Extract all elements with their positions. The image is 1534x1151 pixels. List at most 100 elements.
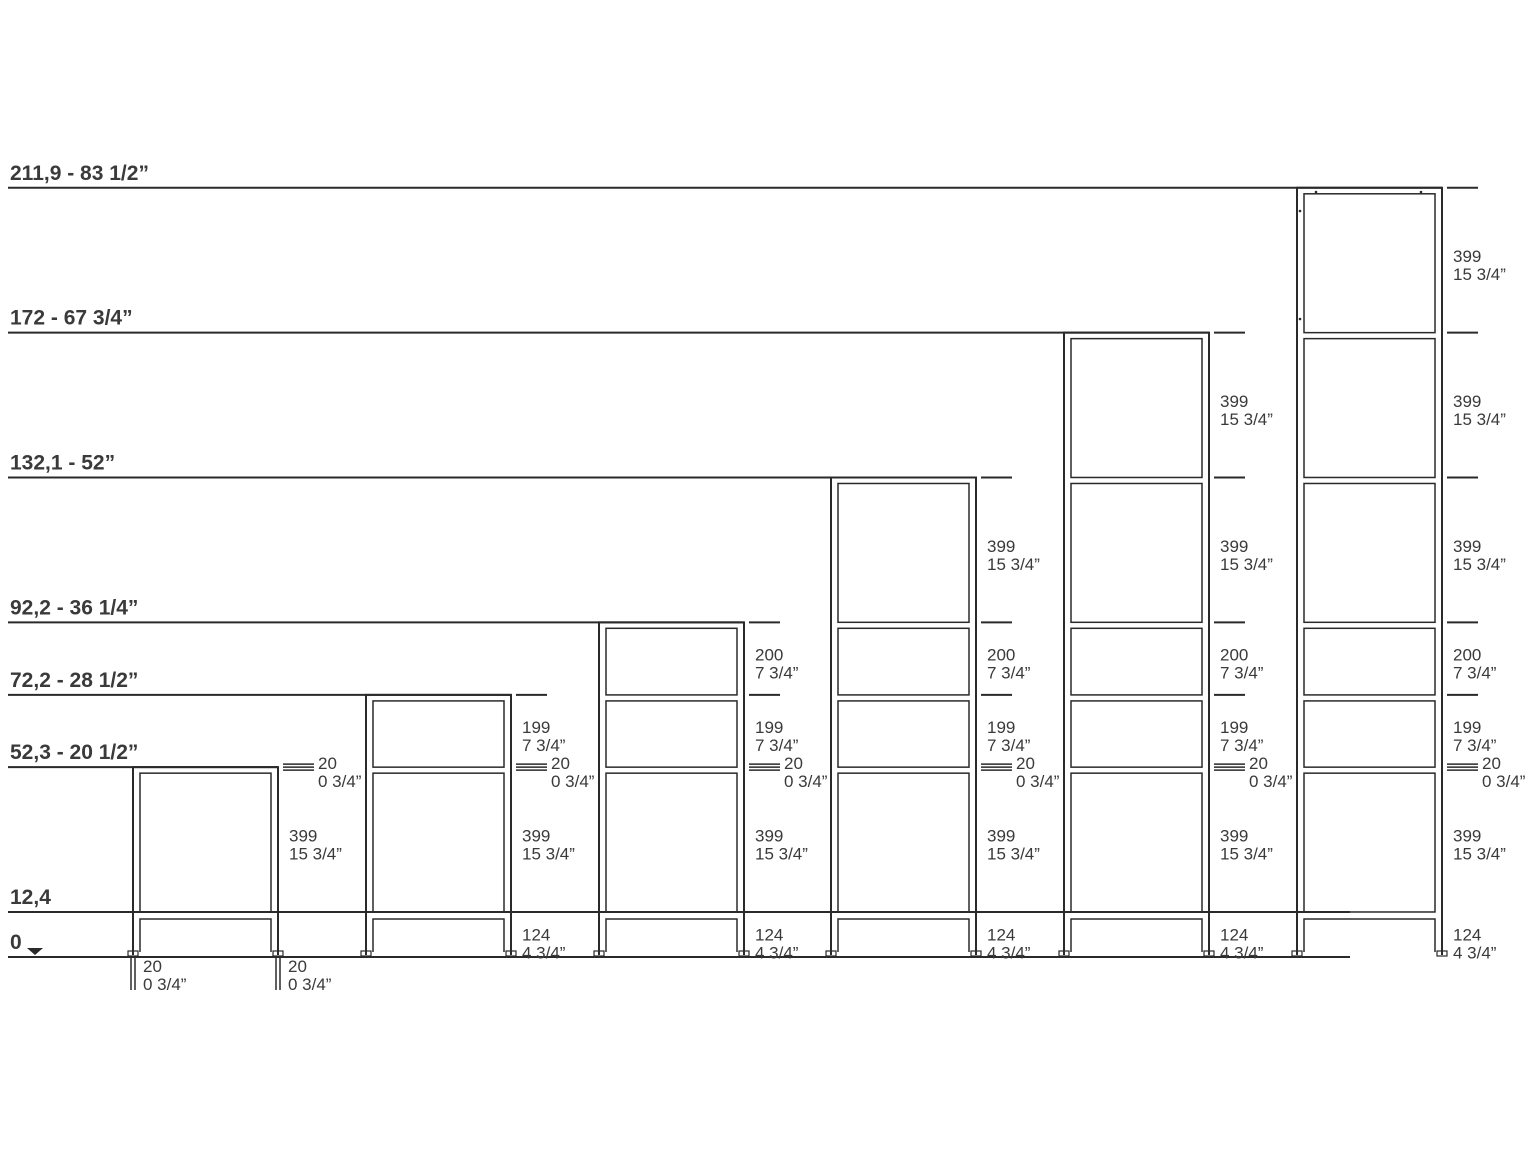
leveling-foot [1203,950,1215,957]
dimension-s199-mm: 199 [1453,718,1481,737]
level-label: 0 [10,931,22,954]
dimension-bar-mm: 20 [1249,754,1268,773]
unit-frame [1063,331,1210,955]
compartment [605,700,738,768]
dimension-s199-mm: 199 [1220,718,1248,737]
unit-frame [830,476,977,955]
compartment [1070,337,1203,479]
dimension-s200-mm: 200 [1453,646,1481,665]
leveling-foot [593,950,605,957]
screw-dot [1419,190,1423,194]
dimension-s199-in: 7 3/4” [1220,736,1264,755]
shelf-unit [1291,186,1448,957]
level-label: 172 - 67 3/4” [10,307,133,330]
dimension-s399-mm: 399 [1453,392,1481,411]
dimension-s200-mm: 200 [755,646,783,665]
dimension-s399-mm: 399 [1220,392,1248,411]
level-label: 211,9 - 83 1/2” [10,162,149,185]
dimension-s200-in: 7 3/4” [987,664,1031,683]
dimension-bar-in: 0 3/4” [784,772,828,791]
leveling-foot [1436,950,1448,957]
dimension-s200-in: 7 3/4” [1453,664,1497,683]
base-rail [1303,918,1436,952]
dimension-s199-mm: 199 [522,718,550,737]
leveling-foot [738,950,750,957]
level-label: 132,1 - 52” [10,451,115,474]
dimension-base-in: 4 3/4” [1220,943,1264,962]
dimension-bar-in: 0 3/4” [551,772,595,791]
compartment [1070,482,1203,624]
compartment [1303,700,1436,768]
dimension-s399-in: 15 3/4” [987,845,1040,864]
dimension-bar-mm: 20 [784,754,803,773]
dimension-bar-mm: 20 [1482,754,1501,773]
base-rail [372,918,505,952]
base-rail [1070,918,1203,952]
dimension-bar-in: 0 3/4” [1249,772,1293,791]
triangle-down-icon [27,948,43,955]
dimension-s399-mm: 399 [755,827,783,846]
dimension-s399-in: 15 3/4” [1453,555,1506,574]
compartment [1303,193,1436,334]
dimension-leg-in: 0 3/4” [143,975,187,994]
unit-frame [132,766,279,955]
dimension-s399-mm: 399 [1220,827,1248,846]
base-rail [605,918,738,952]
leveling-foot [360,950,372,957]
dimension-base-in: 4 3/4” [987,943,1031,962]
dimension-base-in: 4 3/4” [755,943,799,962]
compartment [605,772,738,913]
base-rail [139,918,272,952]
leveling-foot [825,950,837,957]
unit-frame [365,693,512,955]
level-label: 72,2 - 28 1/2” [10,669,138,692]
compartment [1070,627,1203,696]
dimension-s399-in: 15 3/4” [522,845,575,864]
base-rail [837,918,970,952]
leveling-foot [970,950,982,957]
dimension-s399-mm: 399 [987,537,1015,556]
compartment [1070,700,1203,768]
dimension-bar-in: 0 3/4” [1016,772,1060,791]
unit-frame [1296,186,1443,955]
compartment [837,482,970,624]
leveling-foot [272,950,284,957]
dimension-base-mm: 124 [987,925,1015,944]
dimension-s200-in: 7 3/4” [755,664,799,683]
dimension-s199-in: 7 3/4” [755,736,799,755]
compartment [1303,482,1436,624]
dimension-s399-in: 15 3/4” [1220,410,1273,429]
level-label: 12,4 [10,886,51,909]
compartment [1303,627,1436,696]
dimension-s399-mm: 399 [1453,827,1481,846]
leveling-foot [127,950,139,957]
compartment [1303,772,1436,913]
dimension-leg-mm: 20 [288,957,307,976]
leveling-foot [505,950,517,957]
compartment [605,627,738,696]
dimension-s200-mm: 200 [1220,646,1248,665]
dimension-s399-mm: 399 [987,827,1015,846]
unit-frame [598,621,745,955]
dimension-s199-in: 7 3/4” [987,736,1031,755]
compartment [139,772,272,913]
dimension-s199-mm: 199 [987,718,1015,737]
compartment [837,700,970,768]
dimension-s399-mm: 399 [522,827,550,846]
shelf-unit [593,621,750,957]
screw-dot [1314,190,1318,194]
dimension-s399-in: 15 3/4” [289,845,342,864]
dimension-base-mm: 124 [755,925,783,944]
shelf-unit [825,476,982,957]
compartment [372,772,505,913]
dimension-s399-in: 15 3/4” [1220,555,1273,574]
compartment [1070,772,1203,913]
dimension-s399-mm: 399 [1453,247,1481,266]
dimension-s200-in: 7 3/4” [1220,664,1264,683]
dimension-s399-mm: 399 [1220,537,1248,556]
dimension-base-mm: 124 [1220,925,1248,944]
dimension-base-in: 4 3/4” [522,943,566,962]
shelf-unit [127,766,284,957]
compartment [1303,337,1436,479]
